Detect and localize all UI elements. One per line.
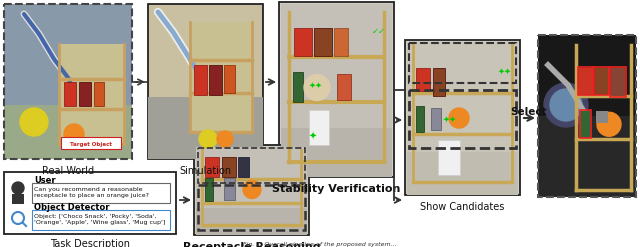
Bar bbox=[538, 35, 636, 116]
Bar bbox=[94, 82, 104, 106]
Text: Target Object: Target Object bbox=[70, 142, 112, 146]
Bar bbox=[433, 68, 445, 96]
Circle shape bbox=[20, 108, 48, 136]
Bar bbox=[538, 35, 636, 197]
Bar bbox=[198, 185, 305, 230]
Text: Real-World: Real-World bbox=[42, 166, 94, 176]
Bar bbox=[281, 4, 392, 175]
Bar bbox=[580, 110, 591, 138]
Bar bbox=[409, 90, 516, 148]
Bar bbox=[431, 108, 441, 130]
Bar bbox=[79, 82, 91, 106]
Text: Task Description: Task Description bbox=[50, 239, 130, 247]
Text: Object: ['Choco Snack', 'Pocky', 'Soda',
'Orange', 'Apple', 'Wine glass', 'Mug c: Object: ['Choco Snack', 'Pocky', 'Soda',… bbox=[34, 214, 165, 225]
Bar bbox=[611, 68, 625, 96]
Text: Stability Verification: Stability Verification bbox=[272, 184, 401, 194]
Bar bbox=[407, 42, 518, 193]
Text: Select: Select bbox=[511, 107, 547, 117]
Bar bbox=[579, 68, 593, 94]
Bar bbox=[59, 44, 124, 144]
Bar bbox=[337, 74, 351, 100]
Bar bbox=[407, 152, 518, 195]
Text: User: User bbox=[34, 176, 56, 185]
Bar bbox=[580, 111, 590, 137]
Bar bbox=[578, 67, 593, 95]
Bar bbox=[238, 157, 249, 177]
Circle shape bbox=[217, 131, 233, 147]
Bar bbox=[405, 40, 520, 195]
Bar bbox=[205, 178, 213, 201]
Text: ✦✦: ✦✦ bbox=[309, 81, 323, 89]
Bar bbox=[148, 97, 263, 159]
Bar bbox=[596, 111, 608, 123]
Bar bbox=[416, 68, 430, 91]
Bar bbox=[416, 106, 424, 132]
Text: Object Detector: Object Detector bbox=[34, 203, 109, 211]
Bar bbox=[194, 145, 309, 235]
Bar bbox=[209, 65, 222, 95]
Circle shape bbox=[544, 83, 588, 127]
Bar bbox=[438, 141, 460, 175]
Bar bbox=[595, 68, 609, 94]
Text: Fig. 1. Overall pipeline of the proposed system...: Fig. 1. Overall pipeline of the proposed… bbox=[243, 242, 397, 247]
Text: ✓✓: ✓✓ bbox=[372, 26, 386, 36]
Bar bbox=[61, 137, 121, 149]
Bar bbox=[4, 4, 132, 159]
Bar bbox=[190, 22, 252, 132]
Bar bbox=[198, 148, 305, 183]
Bar bbox=[32, 210, 170, 230]
Bar bbox=[148, 4, 263, 159]
Circle shape bbox=[550, 89, 582, 121]
Bar bbox=[314, 28, 332, 57]
Text: ✦: ✦ bbox=[309, 132, 317, 142]
Bar bbox=[538, 35, 636, 197]
Circle shape bbox=[199, 130, 217, 148]
Bar bbox=[196, 208, 307, 235]
Bar bbox=[224, 65, 235, 93]
Bar bbox=[4, 105, 132, 159]
Bar bbox=[194, 65, 207, 95]
Text: ✦✦: ✦✦ bbox=[443, 114, 457, 123]
Bar bbox=[294, 28, 312, 57]
Bar bbox=[196, 147, 307, 233]
Circle shape bbox=[449, 108, 469, 128]
Circle shape bbox=[597, 112, 621, 136]
Bar bbox=[309, 110, 329, 145]
Bar bbox=[4, 172, 176, 234]
Bar bbox=[4, 4, 132, 159]
Circle shape bbox=[304, 75, 330, 101]
Text: Simulation: Simulation bbox=[179, 166, 232, 176]
Bar bbox=[222, 157, 236, 177]
Text: Can you recommend a reasonable
receptacle to place an orange juice?: Can you recommend a reasonable receptacl… bbox=[34, 187, 149, 198]
Bar bbox=[224, 178, 235, 200]
Bar bbox=[293, 71, 303, 102]
Bar bbox=[594, 67, 609, 95]
Circle shape bbox=[12, 182, 24, 194]
Bar bbox=[205, 157, 219, 177]
Text: Receptacle Reasoning: Receptacle Reasoning bbox=[182, 242, 320, 247]
Bar bbox=[279, 2, 394, 177]
Bar bbox=[409, 43, 516, 83]
Circle shape bbox=[64, 124, 84, 144]
Bar bbox=[610, 67, 626, 97]
Bar bbox=[281, 128, 392, 177]
Text: ✦✦: ✦✦ bbox=[498, 67, 512, 76]
Circle shape bbox=[243, 181, 261, 199]
Bar bbox=[334, 28, 348, 57]
Text: Show Candidates: Show Candidates bbox=[420, 202, 505, 212]
Bar bbox=[32, 183, 170, 203]
Bar bbox=[64, 82, 76, 106]
Bar bbox=[12, 194, 24, 204]
